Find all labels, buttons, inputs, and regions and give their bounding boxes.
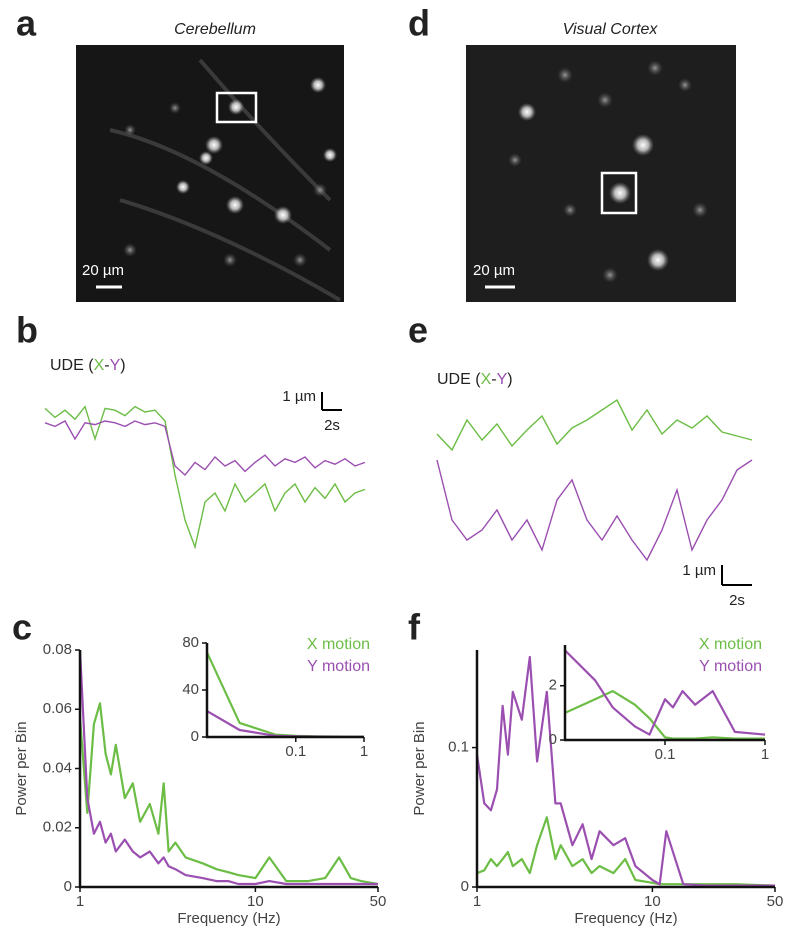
label-part: UDE ( bbox=[50, 357, 94, 374]
trace-line bbox=[44, 420, 366, 477]
image-title: Visual Cortex bbox=[563, 21, 659, 38]
scale-label: 20 µm bbox=[82, 262, 124, 279]
trace-line bbox=[44, 405, 366, 550]
y-tick-label: 80 bbox=[182, 634, 199, 651]
image-title: Cerebellum bbox=[174, 21, 256, 38]
y-tick-label: 0 bbox=[549, 731, 557, 748]
y-axis-label: Power per Bin bbox=[13, 721, 30, 815]
panel-label: a bbox=[16, 3, 37, 44]
x-axis-label: Frequency (Hz) bbox=[574, 910, 677, 927]
spectrum-line bbox=[475, 655, 775, 887]
y-tick-label: 0.04 bbox=[43, 759, 72, 776]
y-axis-label: Power per Bin bbox=[411, 721, 428, 815]
label-part: UDE ( bbox=[437, 371, 481, 388]
label-part: X bbox=[481, 371, 492, 388]
panel-label: b bbox=[16, 310, 38, 351]
spectrum-line bbox=[206, 710, 365, 738]
legend-entry: Y motion bbox=[307, 658, 370, 675]
x-tick-label: 10 bbox=[644, 893, 661, 910]
x-tick-label: 1 bbox=[360, 743, 368, 760]
y-tick-label: 0 bbox=[64, 878, 72, 895]
spectrum-line bbox=[564, 690, 765, 740]
x-tick-label: 50 bbox=[767, 893, 784, 910]
scale-label: 20 µm bbox=[473, 262, 515, 279]
x-tick-label: 10 bbox=[247, 893, 264, 910]
y-tick-label: 0.06 bbox=[43, 700, 72, 717]
y-tick-label: 0 bbox=[461, 878, 469, 895]
legend-entry: X motion bbox=[307, 636, 370, 653]
legend-entry: Y motion bbox=[699, 658, 762, 675]
trace-line bbox=[436, 398, 753, 452]
trace-label: UDE (X-Y) bbox=[437, 371, 513, 388]
panel-label: e bbox=[408, 310, 428, 351]
label-part: ) bbox=[120, 357, 125, 374]
scale-label: 1 µm bbox=[682, 562, 716, 579]
x-tick-label: 0.1 bbox=[285, 743, 306, 760]
label-part: Y bbox=[497, 371, 508, 388]
scale-label: 2s bbox=[324, 417, 340, 434]
x-tick-label: 1 bbox=[473, 893, 481, 910]
y-tick-label: 2 bbox=[549, 677, 557, 694]
label-part: - bbox=[491, 371, 496, 388]
micrograph bbox=[76, 45, 344, 302]
panel-label: f bbox=[408, 607, 421, 648]
panel-label: c bbox=[12, 607, 32, 648]
scale-label: 1 µm bbox=[282, 388, 316, 405]
x-axis-label: Frequency (Hz) bbox=[177, 910, 280, 927]
spectrum-line bbox=[476, 816, 776, 887]
trace-label: UDE (X-Y) bbox=[50, 357, 126, 374]
trace-line bbox=[436, 459, 753, 562]
legend-entry: X motion bbox=[699, 636, 762, 653]
label-part: Y bbox=[110, 357, 121, 374]
label-part: X bbox=[94, 357, 105, 374]
x-tick-label: 0.1 bbox=[655, 746, 676, 763]
y-tick-label: 0 bbox=[191, 728, 199, 745]
label-part: - bbox=[104, 357, 109, 374]
micrograph bbox=[466, 45, 736, 302]
panel-label: d bbox=[408, 3, 430, 44]
y-tick-label: 0.1 bbox=[448, 739, 469, 756]
label-part: ) bbox=[507, 371, 512, 388]
scale-label: 2s bbox=[729, 592, 745, 609]
x-tick-label: 50 bbox=[370, 893, 387, 910]
x-tick-label: 1 bbox=[76, 893, 84, 910]
y-tick-label: 0.02 bbox=[43, 819, 72, 836]
y-tick-label: 40 bbox=[182, 681, 199, 698]
spectrum-line bbox=[564, 649, 766, 736]
spectrum-line bbox=[78, 649, 378, 886]
x-tick-label: 1 bbox=[761, 746, 769, 763]
spectrum-line bbox=[78, 702, 379, 886]
y-tick-label: 0.08 bbox=[43, 641, 72, 658]
